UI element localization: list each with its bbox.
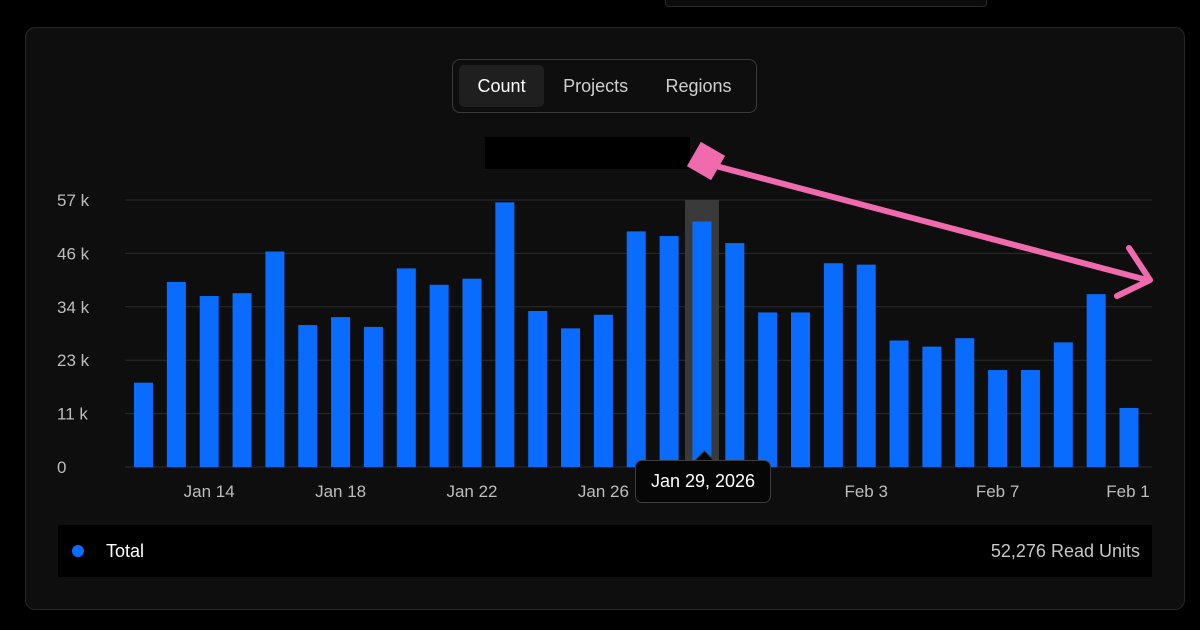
legend-value: 52,276 Read Units: [990, 540, 1140, 561]
bar: [955, 338, 975, 467]
tab-projects[interactable]: Projects: [563, 75, 629, 96]
bar: [1053, 342, 1073, 467]
tab-count[interactable]: Count: [459, 65, 545, 107]
bar: [331, 317, 351, 467]
tab-regions[interactable]: Regions: [665, 75, 732, 96]
x-tick-label: Jan 26: [578, 482, 629, 501]
annotation-arrow-head-icon: [1114, 245, 1153, 299]
bar: [429, 284, 449, 467]
legend-label: Total: [106, 540, 145, 561]
bar: [232, 293, 252, 467]
y-tick-label: 23 k: [57, 351, 90, 370]
bar: [593, 314, 613, 467]
bar: [462, 278, 482, 467]
bar: [495, 202, 515, 467]
bar: [396, 268, 416, 467]
y-tick-label: 46 k: [57, 244, 90, 263]
bar: [166, 281, 186, 467]
bar: [1119, 407, 1139, 467]
x-tick-label: Jan 22: [446, 482, 497, 501]
bar: [725, 243, 745, 467]
x-tick-label: Feb 3: [844, 482, 887, 501]
y-tick-label: 57 k: [57, 191, 90, 210]
annotation-arrow-line: [709, 162, 1150, 283]
bar: [856, 264, 876, 467]
bar: [561, 328, 581, 467]
bar: [659, 236, 679, 467]
bar: [363, 326, 383, 467]
date-tooltip: Jan 29, 2026: [635, 460, 771, 503]
legend-dot-icon: [72, 545, 84, 557]
view-segmented-control: Count Projects Regions: [452, 59, 757, 113]
top-panel-edge: [665, 0, 987, 7]
bar: [1020, 370, 1040, 467]
bar: [988, 370, 1008, 467]
bar: [199, 296, 219, 467]
bar: [626, 231, 646, 467]
bar: [791, 312, 810, 467]
annotation-arrow-tail-icon: [686, 141, 726, 181]
bar: [528, 311, 548, 467]
x-tick-label: Feb 7: [976, 482, 1019, 501]
x-tick-label: Jan 18: [315, 482, 366, 501]
y-tick-label: 0: [57, 458, 66, 477]
y-tick-label: 11 k: [57, 405, 88, 424]
legend-row: Total 52,276 Read Units: [58, 525, 1152, 577]
bar: [134, 382, 153, 467]
bar: [265, 251, 285, 467]
redacted-area: [485, 137, 690, 169]
bar: [1086, 294, 1106, 467]
x-tick-label: Feb 1: [1106, 482, 1149, 501]
bar: [298, 325, 318, 467]
y-tick-label: 34 k: [57, 298, 90, 317]
bar: [922, 346, 942, 467]
x-tick-label: Jan 14: [184, 482, 235, 501]
bar: [692, 221, 712, 467]
bar: [758, 312, 778, 467]
bar: [823, 263, 843, 467]
bar: [889, 340, 909, 467]
